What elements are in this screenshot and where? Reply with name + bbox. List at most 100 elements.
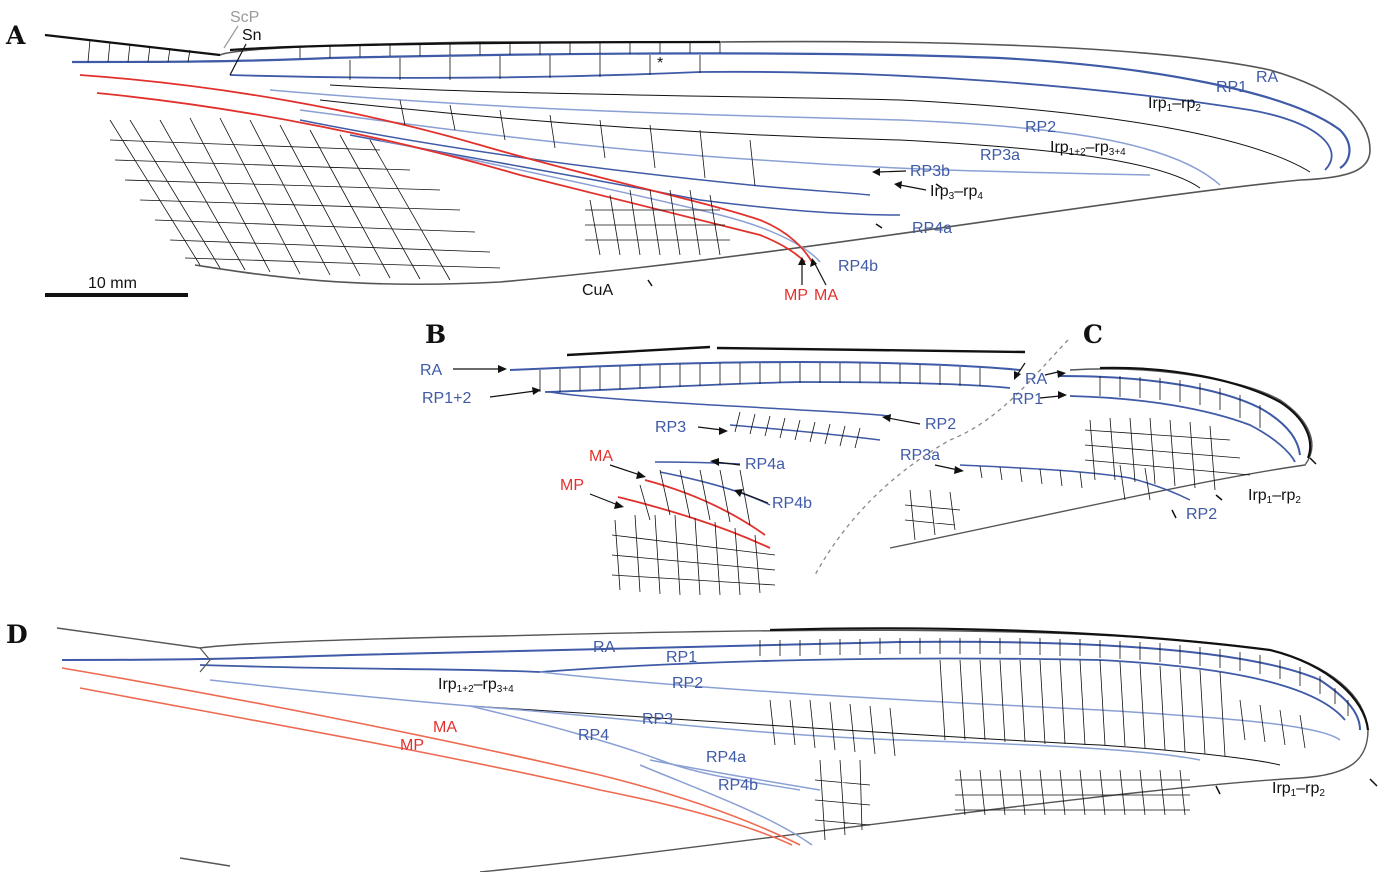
- panel-c-letter: C: [1083, 320, 1103, 349]
- panel-a-arrow-irp34: [899, 184, 927, 191]
- panel-a-arrow-rp3b: [877, 170, 907, 173]
- panel-b-label-rp4b: RP4b: [772, 495, 812, 512]
- panel-b-vein-rp4b: [659, 471, 771, 506]
- panel-d-label-rp4b: RP4b: [718, 777, 758, 794]
- panel-b-crossveins: [539, 363, 981, 449]
- panel-a-label-rp4b: RP4b: [838, 258, 878, 275]
- panel-c-label-irp12: Irp1–rp2: [1248, 487, 1301, 506]
- panel-a-costal-margin: [44, 33, 721, 57]
- panel-d-label-rp1: RP1: [666, 649, 697, 666]
- panel-a-crossveins: [87, 39, 756, 187]
- panel-d-vein-rp1: [199, 657, 1346, 721]
- panel-d-label-rp4: RP4: [578, 727, 609, 744]
- panel-c-vein-rp1: [1069, 395, 1296, 463]
- panel-b-label-rp4a: RP4a: [745, 456, 785, 473]
- panel-a-vein-rp3b: [299, 119, 871, 196]
- panel-a-scale-bar-label: 10 mm: [88, 275, 137, 292]
- panel-a-vein-mp: [96, 92, 806, 263]
- panel-c-ticks: [1171, 457, 1317, 519]
- panel-a-vein-rp4b: [379, 139, 821, 263]
- panel-d-vein-rp3: [209, 679, 1201, 761]
- panel-a-label-scp: ScP: [230, 9, 259, 26]
- panel-a-label-rp1: RP1: [1216, 79, 1247, 96]
- panel-a-vein-rp4a: [349, 134, 901, 216]
- panel-a-letter: A: [5, 21, 26, 50]
- panel-a-vein-irp1234: [319, 99, 1201, 189]
- panel-d-label-ra: RA: [593, 639, 616, 656]
- panel-a-arrowhead-irp34: [894, 181, 902, 189]
- panel-c-arrows: [934, 362, 1061, 471]
- panel-d-basal-node: [199, 647, 211, 673]
- panel-a-arrowhead-mp: [798, 257, 806, 265]
- panel-d-label-rp4a: RP4a: [706, 749, 746, 766]
- panel-c-arrowheads: [954, 370, 1067, 474]
- panel-a-label-rp2: RP2: [1025, 119, 1056, 136]
- panel-a-arrow-scp: [223, 25, 239, 49]
- panel-d-label-ma: MA: [433, 719, 457, 736]
- panel-a-vein-irp12: [329, 84, 1311, 173]
- panel-a-anal-cell-mesh: [109, 117, 501, 281]
- panel-a-label-irp12: Irp1–rp2: [1148, 95, 1201, 114]
- panel-a-arrow-sn: [229, 43, 247, 76]
- panel-d-label-rp3: RP3: [642, 711, 673, 728]
- panel-a-arrowhead-rp3b: [872, 168, 880, 176]
- panel-d-label-irp12: Irp1–rp2: [1272, 780, 1325, 799]
- panel-a-scale-bar: [45, 293, 188, 297]
- panel-d-vein-ma: [61, 667, 801, 846]
- panel-a-ticks: [647, 183, 943, 287]
- panel-b-vein-ra: [509, 360, 1021, 371]
- panel-d-vein-rp4a: [649, 759, 821, 791]
- panel-a-label-cua: CuA: [582, 282, 613, 299]
- panel-b-label-mp: MP: [560, 477, 584, 494]
- panel-d-vein-irp1234: [469, 705, 1281, 766]
- panel-a: A 10 mm ScP Sn * RA RP1 Irp1–rp2 RP2 Irp…: [5, 9, 1371, 304]
- panel-a-label-ra: RA: [1256, 69, 1279, 86]
- panel-b-label-rp12: RP1+2: [422, 390, 471, 407]
- panel-c: C RA RP1 RP3a RP2 Irp1–rp2: [889, 320, 1317, 549]
- panel-c-cell-mesh: [904, 376, 1261, 541]
- panel-b-label-ma: MA: [589, 448, 613, 465]
- panel-d: D RA RP1 RP2 RP3 RP4 RP4a RP4b MA MP Irp…: [6, 620, 1378, 872]
- panel-d-label-rp2: RP2: [672, 675, 703, 692]
- panel-b-label-ra: RA: [420, 362, 443, 379]
- panel-c-vein-ra: [1059, 375, 1301, 456]
- panel-c-wing-outline: [889, 368, 1313, 549]
- panel-a-label-mp: MP: [784, 287, 808, 304]
- panel-d-vein-rp2: [539, 671, 1341, 741]
- panel-d-vein-ra: [61, 640, 1361, 731]
- panel-c-label-ra: RA: [1025, 371, 1048, 388]
- panel-b-vein-rp2: [549, 391, 891, 417]
- panel-a-label-rp4a: RP4a: [912, 220, 952, 237]
- panel-b-label-rp3: RP3: [655, 419, 686, 436]
- panel-c-vein-rp3a: [959, 464, 1191, 501]
- panel-a-label-irp1234: Irp1+2–rp3+4: [1050, 139, 1126, 158]
- panel-d-label-mp: MP: [400, 737, 424, 754]
- panel-d-label-irp1234: Irp1+2–rp3+4: [438, 676, 514, 695]
- panel-c-label-rp3a: RP3a: [900, 447, 940, 464]
- panel-d-ticks: [1215, 778, 1378, 795]
- panel-a-arrowhead-ma: [810, 258, 817, 267]
- panel-b-cell-mesh: [611, 469, 776, 596]
- panel-a-arrow-ma: [813, 261, 827, 286]
- panel-b-arrowheads: [498, 365, 891, 509]
- panel-a-label-sn: Sn: [242, 27, 262, 44]
- panel-d-letter: D: [6, 620, 28, 649]
- panel-c-label-rp2: RP2: [1186, 506, 1217, 523]
- panel-a-apical-cell-mesh: [585, 189, 730, 256]
- panel-b-label-rp2: RP2: [925, 416, 956, 433]
- panel-a-vein-rp2: [269, 89, 1221, 186]
- panel-d-cell-mesh: [759, 638, 1349, 841]
- panel-a-vein-ma: [79, 74, 813, 263]
- panel-a-label-rp3b: RP3b: [910, 163, 950, 180]
- panel-d-vein-rp4b: [639, 764, 813, 846]
- panel-a-label-irp34: Irp3–rp4: [930, 183, 983, 202]
- panel-d-vein-rp4: [469, 705, 801, 791]
- panel-b-costal-margin: [566, 345, 1026, 357]
- panel-a-vein-rp3a: [299, 109, 1151, 176]
- panel-b-vein-ma: [644, 479, 766, 536]
- panel-d-costal-margin: [769, 627, 1370, 731]
- panel-a-label-rp3a: RP3a: [980, 147, 1020, 164]
- panel-a-label-asterisk: *: [657, 55, 663, 72]
- panel-a-label-ma: MA: [814, 287, 838, 304]
